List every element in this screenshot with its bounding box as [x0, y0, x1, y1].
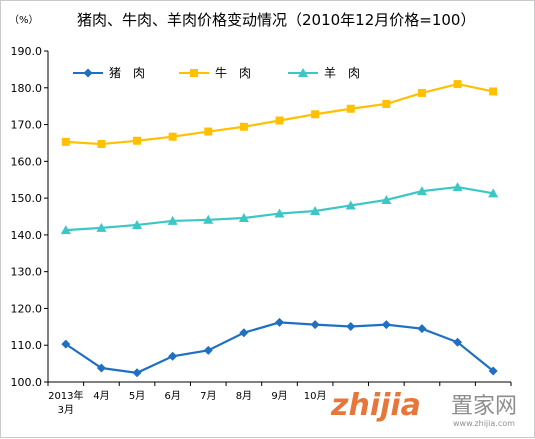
data-point-0-8 [346, 321, 356, 331]
y-tick-label: 130.0 [11, 266, 43, 279]
watermark: zhijia 置家网 www.zhijia.com [330, 388, 517, 428]
legend-label-1: 牛肉 [215, 65, 263, 80]
watermark-url: www.zhijia.com [453, 419, 515, 428]
y-tick-label: 140.0 [11, 229, 43, 242]
data-point-0-3 [168, 351, 178, 361]
legend-label-2: 羊肉 [324, 65, 372, 80]
data-point-1-9 [382, 99, 391, 108]
data-point-1-4 [204, 127, 213, 136]
x-tick-label: 2013年 [48, 389, 83, 402]
data-point-0-11 [453, 337, 463, 347]
x-tick-label: 5月 [129, 390, 145, 402]
data-point-0-12 [488, 366, 498, 376]
data-point-1-6 [275, 116, 284, 125]
data-point-0-10 [417, 324, 427, 334]
data-point-0-4 [203, 345, 213, 355]
data-point-2-5 [238, 212, 249, 222]
data-point-1-5 [239, 122, 248, 131]
x-tick-label: 10月 [304, 390, 327, 402]
legend-marker-2 [298, 68, 308, 77]
data-point-2-12 [488, 188, 499, 198]
legend-marker-0 [83, 68, 93, 78]
y-tick-label: 110.0 [11, 339, 43, 352]
data-point-0-7 [310, 320, 320, 330]
series-line-0 [65, 321, 494, 374]
x-tick-label: 6月 [164, 390, 180, 402]
x-tick-label: 4月 [93, 390, 109, 402]
data-point-0-2 [132, 368, 142, 378]
data-point-0-0 [61, 339, 71, 349]
data-point-2-0 [60, 225, 71, 235]
chart-title: 猪肉、牛肉、羊肉价格变动情况（2010年12月价格=100） [77, 11, 475, 29]
data-point-1-3 [168, 132, 177, 141]
x-tick-label: 7月 [200, 390, 216, 402]
data-point-0-5 [239, 328, 249, 338]
data-point-2-4 [203, 214, 214, 224]
data-point-2-10 [416, 186, 427, 196]
data-point-1-11 [453, 80, 462, 89]
data-point-1-10 [417, 88, 426, 97]
data-point-1-1 [97, 140, 106, 149]
legend: 猪肉 牛肉 羊肉 [73, 65, 372, 80]
y-tick-label: 170.0 [11, 119, 43, 132]
y-axis-unit: （%） [9, 14, 39, 26]
data-point-2-9 [381, 194, 392, 204]
data-point-2-11 [452, 182, 463, 192]
y-tick-label: 150.0 [11, 192, 43, 205]
legend-marker-1 [190, 69, 198, 77]
data-point-1-0 [61, 137, 70, 146]
data-point-0-9 [381, 320, 391, 330]
y-tick-label: 160.0 [11, 155, 43, 168]
axes: 100.0 110.0 120.0 130.0 140.0 150.0 160.0 170.0… [11, 45, 512, 416]
watermark-logo: zhijia [330, 388, 421, 423]
y-tick-label: 190.0 [11, 45, 43, 58]
data-point-2-8 [345, 200, 356, 210]
watermark-cn: 置家网 [451, 394, 517, 419]
y-tick-label: 120.0 [11, 302, 43, 315]
x-tick-label: 8月 [236, 390, 252, 402]
data-point-2-7 [310, 205, 321, 215]
data-point-1-7 [311, 110, 320, 119]
legend-label-0: 猪肉 [109, 66, 157, 80]
y-tick-label: 100.0 [11, 376, 43, 389]
data-point-1-12 [489, 87, 498, 96]
data-point-0-1 [96, 363, 106, 373]
data-point-2-2 [132, 219, 143, 229]
data-point-0-6 [275, 317, 284, 327]
x-tick-label: 9月 [271, 390, 287, 402]
series-group [60, 80, 499, 378]
series-line-1 [65, 82, 494, 146]
y-tick-label: 180.0 [11, 82, 43, 95]
data-point-1-8 [346, 104, 355, 113]
data-point-2-6 [274, 208, 285, 218]
data-point-1-2 [133, 136, 142, 145]
data-point-2-3 [167, 215, 178, 225]
data-point-2-1 [96, 222, 107, 232]
x-tick-label: 3月 [58, 404, 74, 416]
